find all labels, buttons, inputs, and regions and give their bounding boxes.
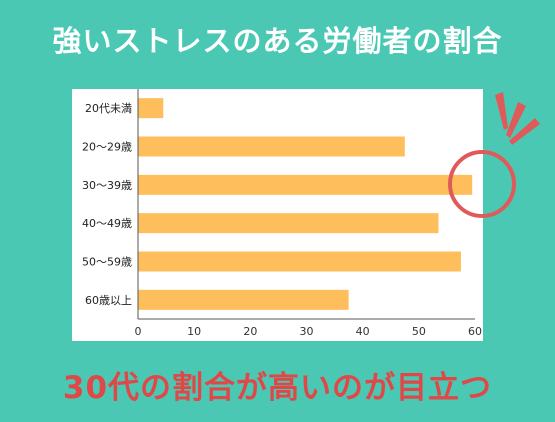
category-label: 20代未満 [85,102,132,115]
burst-line [506,102,526,138]
category-label: 20～29歳 [82,141,132,154]
category-label: 40～49歳 [82,217,132,230]
x-tick-label: 0 [135,325,142,338]
bar-chart: 20代未満 20～29歳 30～39歳 40～49歳 50～59歳 60歳以上 0 10 20 3… [82,89,482,338]
bar [138,98,164,119]
category-label: 60歳以上 [85,294,132,307]
x-tick-label: 50 [412,325,426,338]
x-tick-label: 60 [468,325,482,338]
bar [138,213,439,234]
category-label: 30～39歳 [82,179,132,192]
chart-panel: 20代未満 20～29歳 30～39歳 40～49歳 50～59歳 60歳以上 0 10 20 3… [72,89,483,341]
caption: 30代の割合が高いのが目立つ [62,370,493,406]
burst-line [495,92,508,130]
x-tick-label: 40 [356,325,370,338]
bar [138,136,405,157]
x-tick-label: 30 [300,325,314,338]
bar [138,289,349,310]
page-title: 強いストレスのある労働者の割合 [52,24,503,58]
x-tick-label: 20 [243,325,257,338]
x-tick-label: 10 [187,325,201,338]
bar [138,251,461,272]
bar [138,174,473,195]
burst-line [509,118,540,145]
category-label: 50～59歳 [82,256,132,269]
